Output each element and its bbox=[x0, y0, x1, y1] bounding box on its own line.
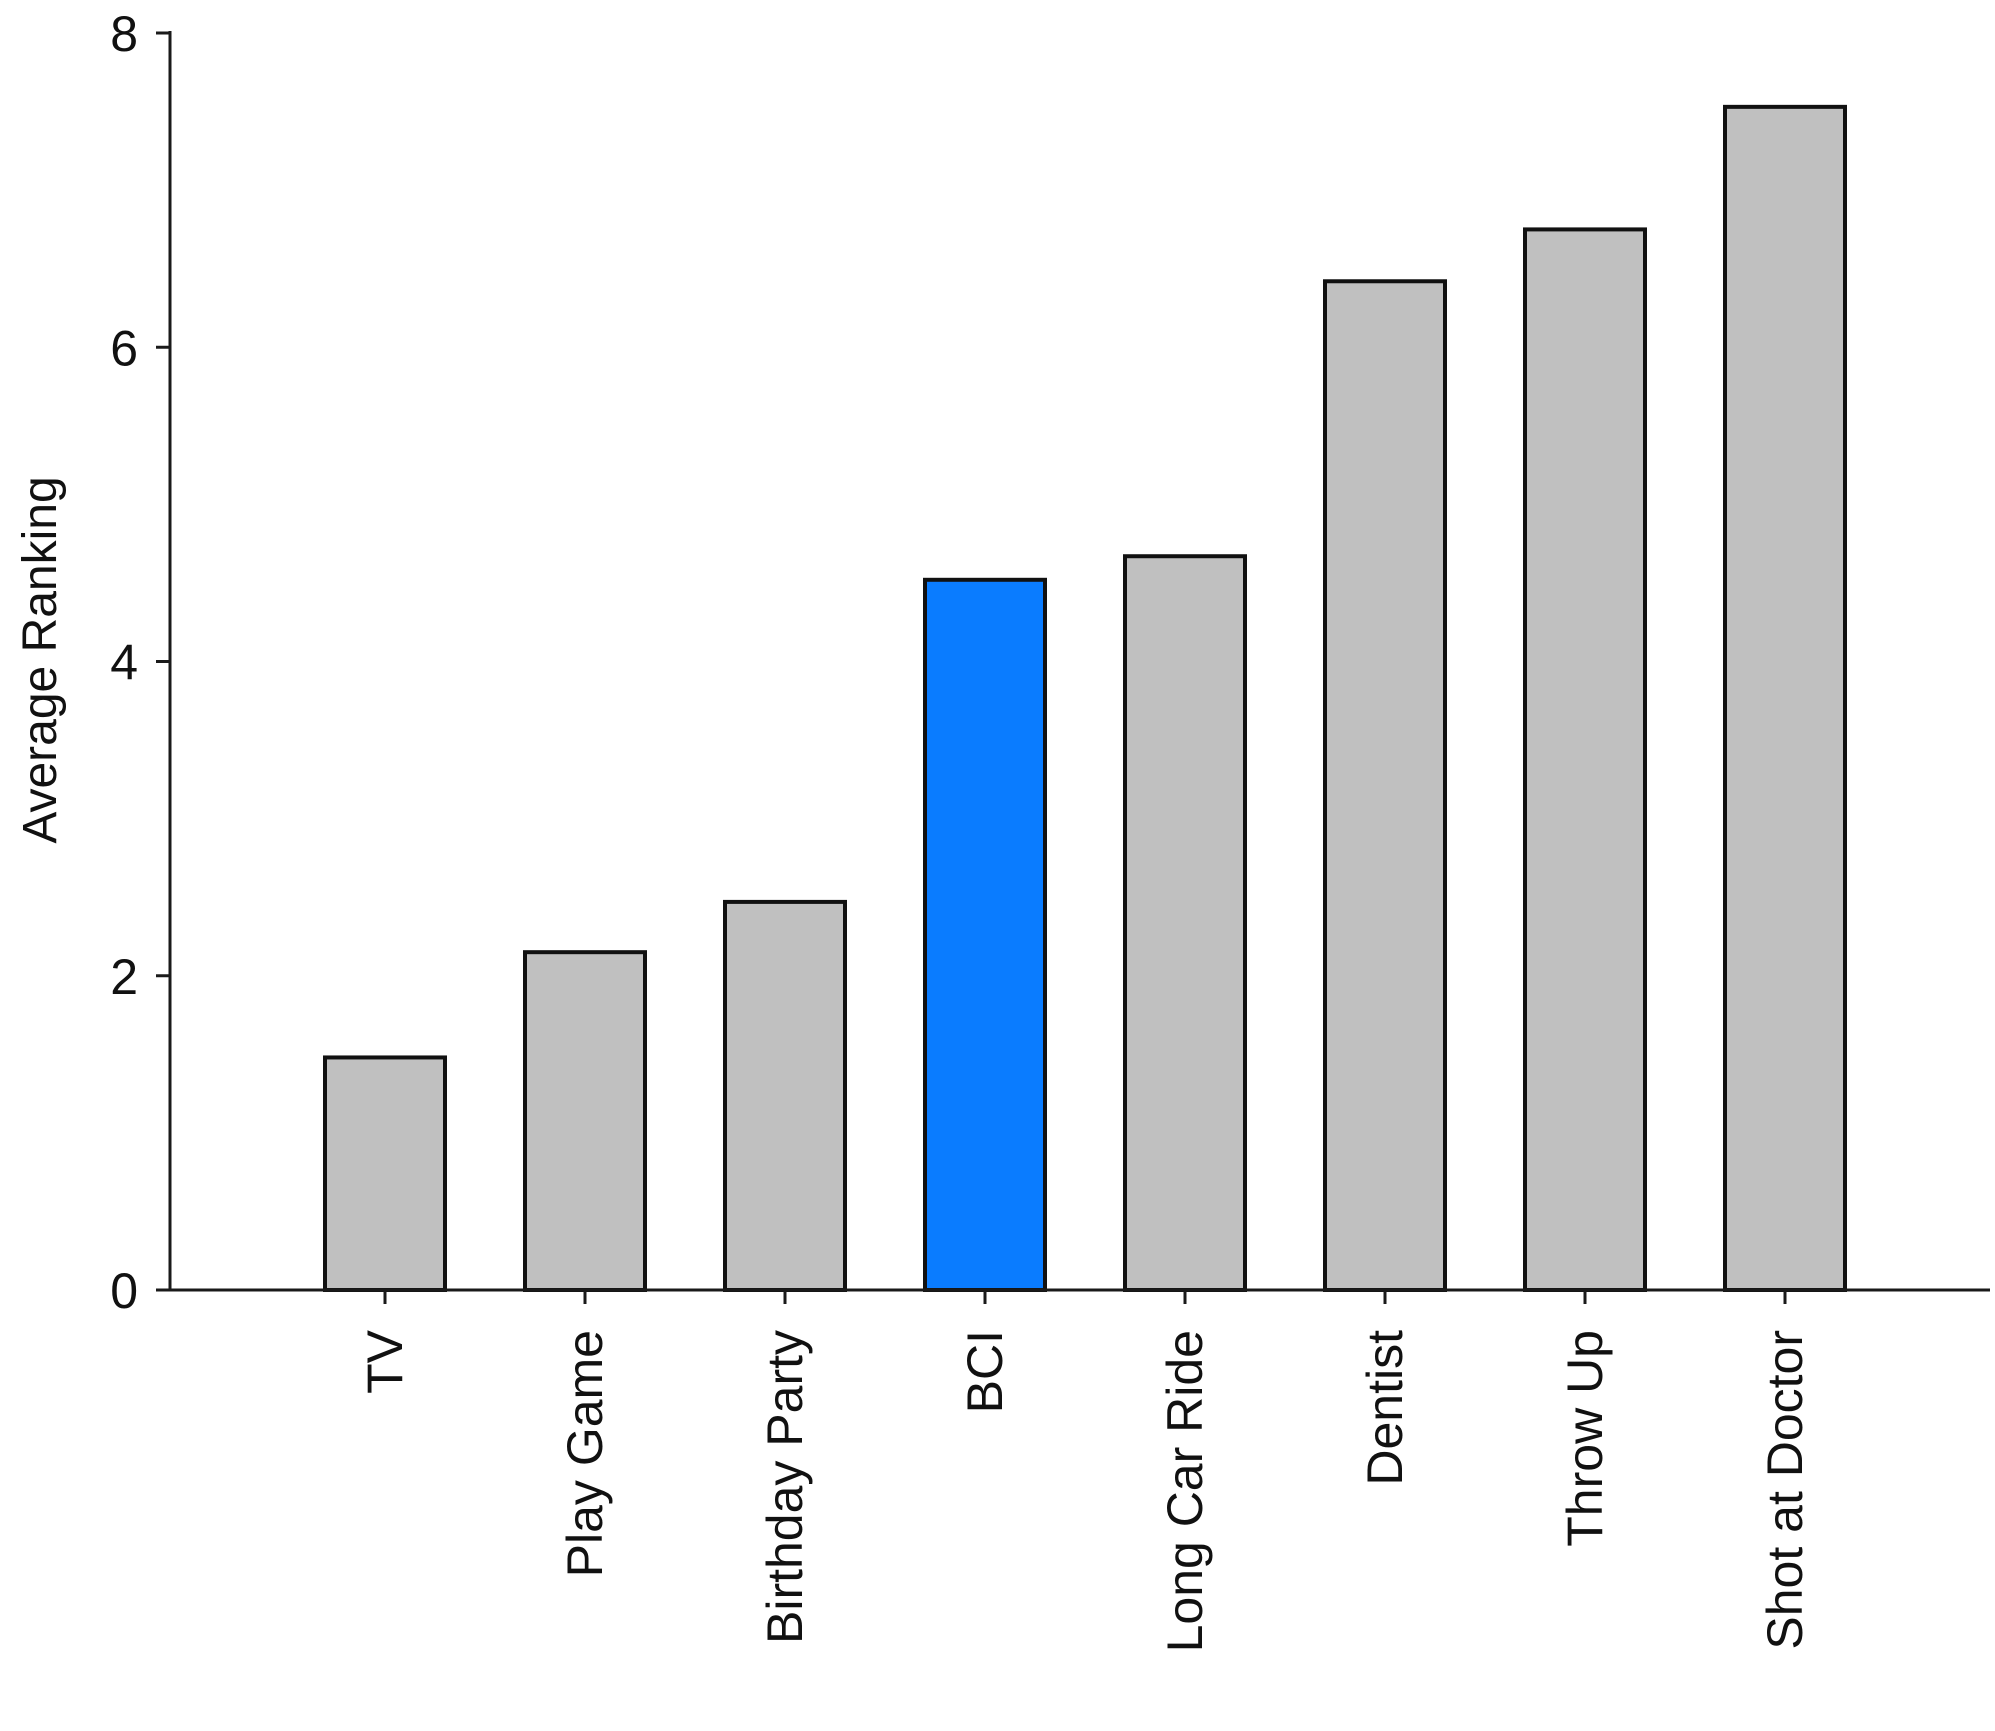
y-ticks-layer: 0 2 4 6 8 bbox=[110, 6, 170, 1319]
bar-throw-up bbox=[1523, 227, 1647, 1292]
x-tick-label-tv: TV bbox=[357, 1329, 413, 1394]
bar-shot-at-doctor bbox=[1723, 104, 1847, 1292]
x-tick-label-dentist: Dentist bbox=[1357, 1330, 1413, 1486]
x-ticks-layer: TV Play Game Birthday Party BCI Long Car Rid… bbox=[357, 1290, 1813, 1652]
bar-birthday-party bbox=[723, 899, 847, 1292]
y-tick-label: 6 bbox=[110, 320, 138, 376]
x-tick-label-play-game: Play Game bbox=[557, 1330, 613, 1577]
y-tick-label: 8 bbox=[110, 6, 138, 62]
y-tick-label: 0 bbox=[110, 1263, 138, 1319]
bar-tv bbox=[323, 1055, 447, 1292]
y-tick-label: 2 bbox=[110, 949, 138, 1005]
x-tick-label-bci: BCI bbox=[957, 1330, 1013, 1413]
y-axis-title-group: Average Ranking bbox=[14, 476, 67, 843]
x-tick-label-birthday-party: Birthday Party bbox=[757, 1330, 813, 1644]
y-tick-label: 4 bbox=[110, 635, 138, 691]
x-tick-label-throw-up: Throw Up bbox=[1557, 1330, 1613, 1547]
bar-play-game bbox=[523, 950, 647, 1293]
bar-long-car-ride bbox=[1123, 554, 1247, 1292]
bar-bci bbox=[923, 577, 1047, 1292]
bars-layer bbox=[323, 104, 1847, 1293]
y-axis-title: Average Ranking bbox=[14, 476, 67, 843]
x-tick-label-shot-at-doctor: Shot at Doctor bbox=[1757, 1330, 1813, 1650]
bar-dentist bbox=[1323, 279, 1447, 1292]
x-tick-label-long-car-ride: Long Car Ride bbox=[1157, 1330, 1213, 1652]
